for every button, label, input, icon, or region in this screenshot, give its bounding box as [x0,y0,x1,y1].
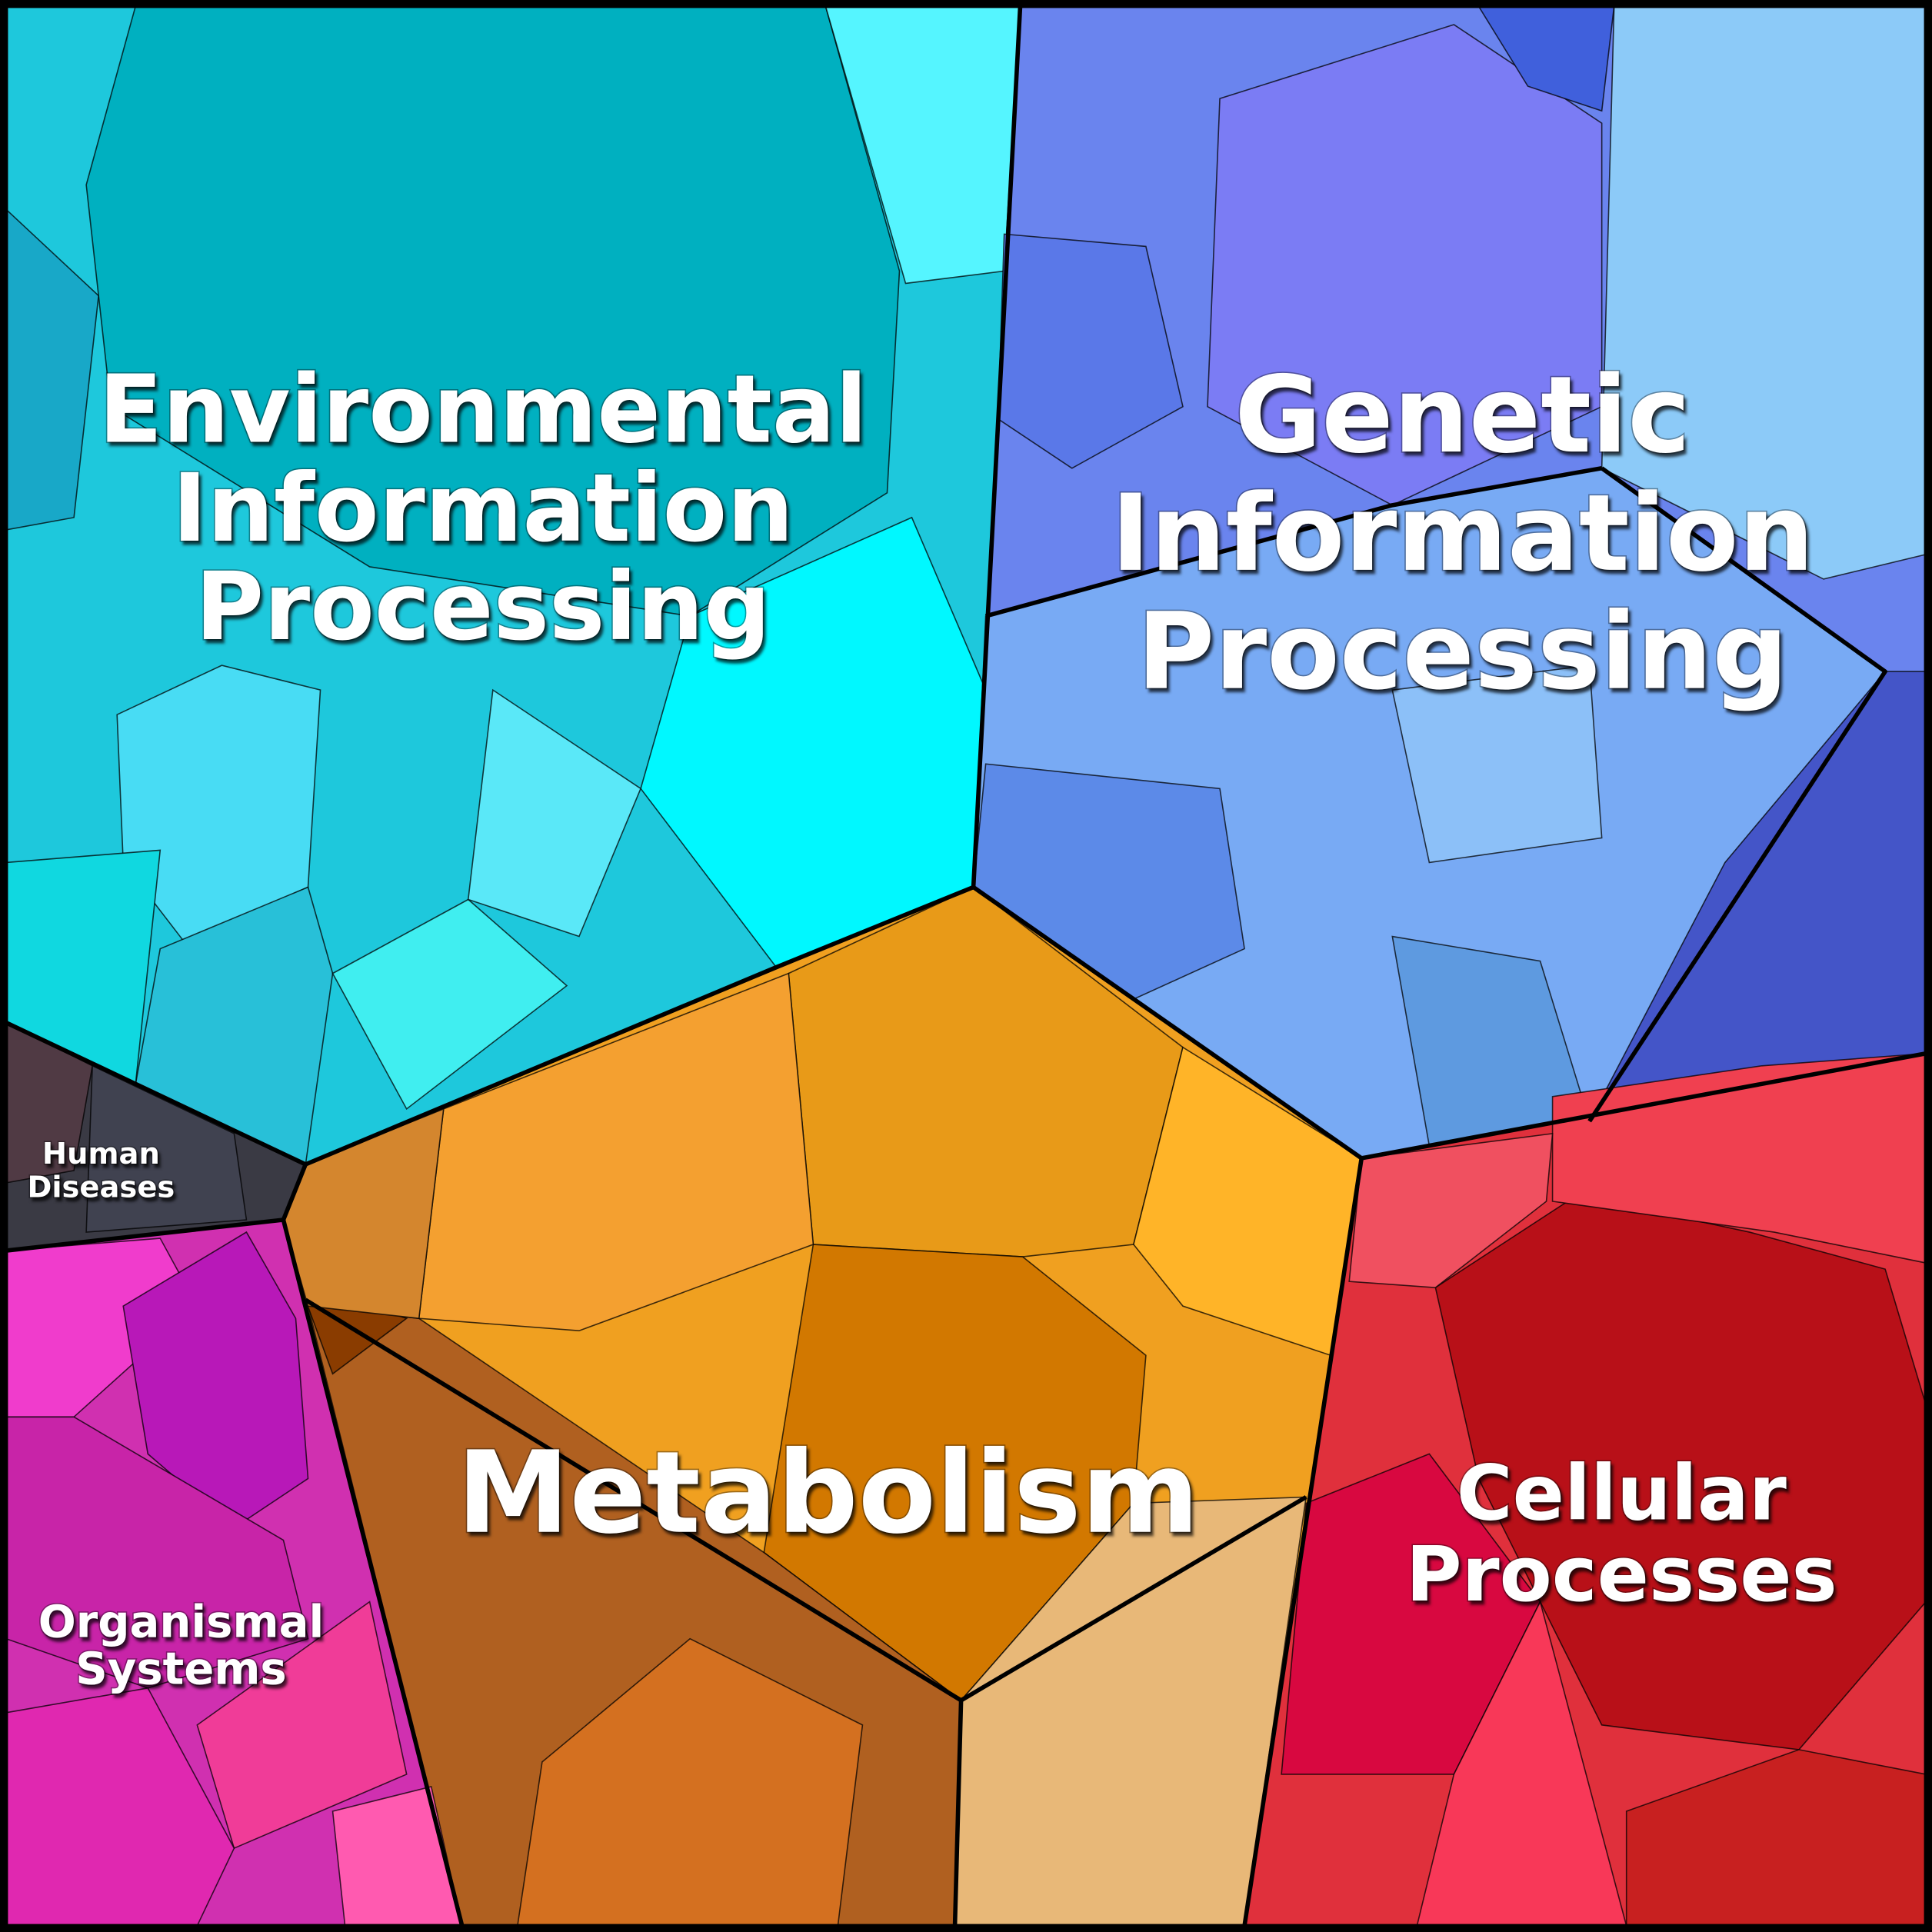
cellular-label: Processes [1406,1531,1837,1619]
environmental-region [5,5,1021,1166]
human-diseases-label: Human [42,1137,160,1171]
metabolism-label: Metabolism [457,1427,1200,1559]
environmental-label: Environmental [98,355,868,465]
genetic-region [972,5,1927,1159]
metabolism-region [282,886,1363,1927]
environmental-label: Information [172,454,794,563]
genetic-label: Information [1111,472,1814,595]
genetic-label: Processing [1137,591,1788,714]
human-diseases-region [5,1021,307,1251]
organismal-label: Organismal [38,1596,325,1648]
cellular-label: Cellular [1457,1449,1787,1537]
labels: EnvironmentalInformationProcessingGeneti… [26,352,1838,1696]
genetic-label: Genetic [1234,354,1690,477]
organismal-label: Systems [75,1643,287,1695]
cellular-region [1244,1052,1927,1927]
human-diseases-label: Diseases [27,1170,175,1204]
environmental-label: Processing [195,552,771,661]
